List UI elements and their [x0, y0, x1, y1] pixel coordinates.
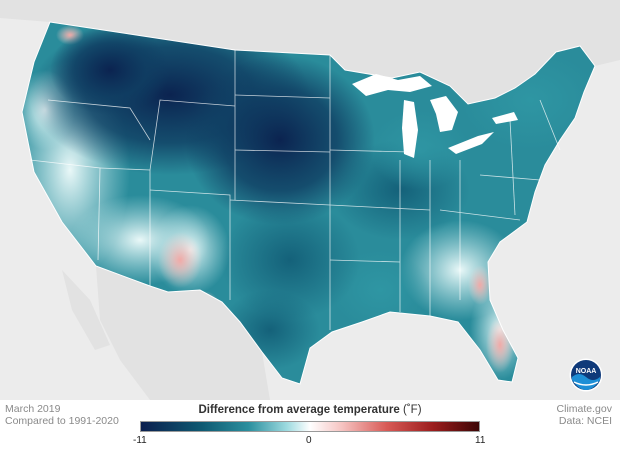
- legend-unit: (˚F): [403, 404, 422, 416]
- canada-land: [0, 0, 620, 104]
- legend-title-text: Difference from average temperature: [198, 404, 400, 416]
- temperature-anomaly-map: [0, 0, 620, 400]
- legend-zero-label: 0: [306, 435, 312, 446]
- legend-min-label: -11: [133, 435, 147, 446]
- legend-max-label: 11: [475, 435, 486, 446]
- lake-erie: [448, 132, 494, 154]
- great-lakes: [352, 74, 518, 158]
- date-label: March 2019: [5, 403, 61, 415]
- mexico-land: [96, 266, 270, 400]
- baseline-label: Compared to 1991-2020: [5, 415, 119, 427]
- data-source-label: Data: NCEI: [558, 415, 612, 427]
- anomaly-map: NOAA: [0, 0, 620, 400]
- lake-michigan: [402, 100, 418, 158]
- legend-color-bar: [140, 421, 480, 432]
- noaa-logo-text: NOAA: [576, 368, 597, 375]
- us-outline: [21, 21, 596, 385]
- state-borders: [29, 50, 561, 330]
- baja-land: [62, 270, 110, 350]
- lake-huron: [430, 96, 458, 132]
- legend-title: Difference from average temperature (˚F): [140, 404, 480, 416]
- lake-ontario: [492, 112, 518, 124]
- lake-superior: [352, 74, 432, 96]
- credit-label: Climate.gov: [556, 403, 612, 415]
- noaa-logo: NOAA: [569, 358, 603, 392]
